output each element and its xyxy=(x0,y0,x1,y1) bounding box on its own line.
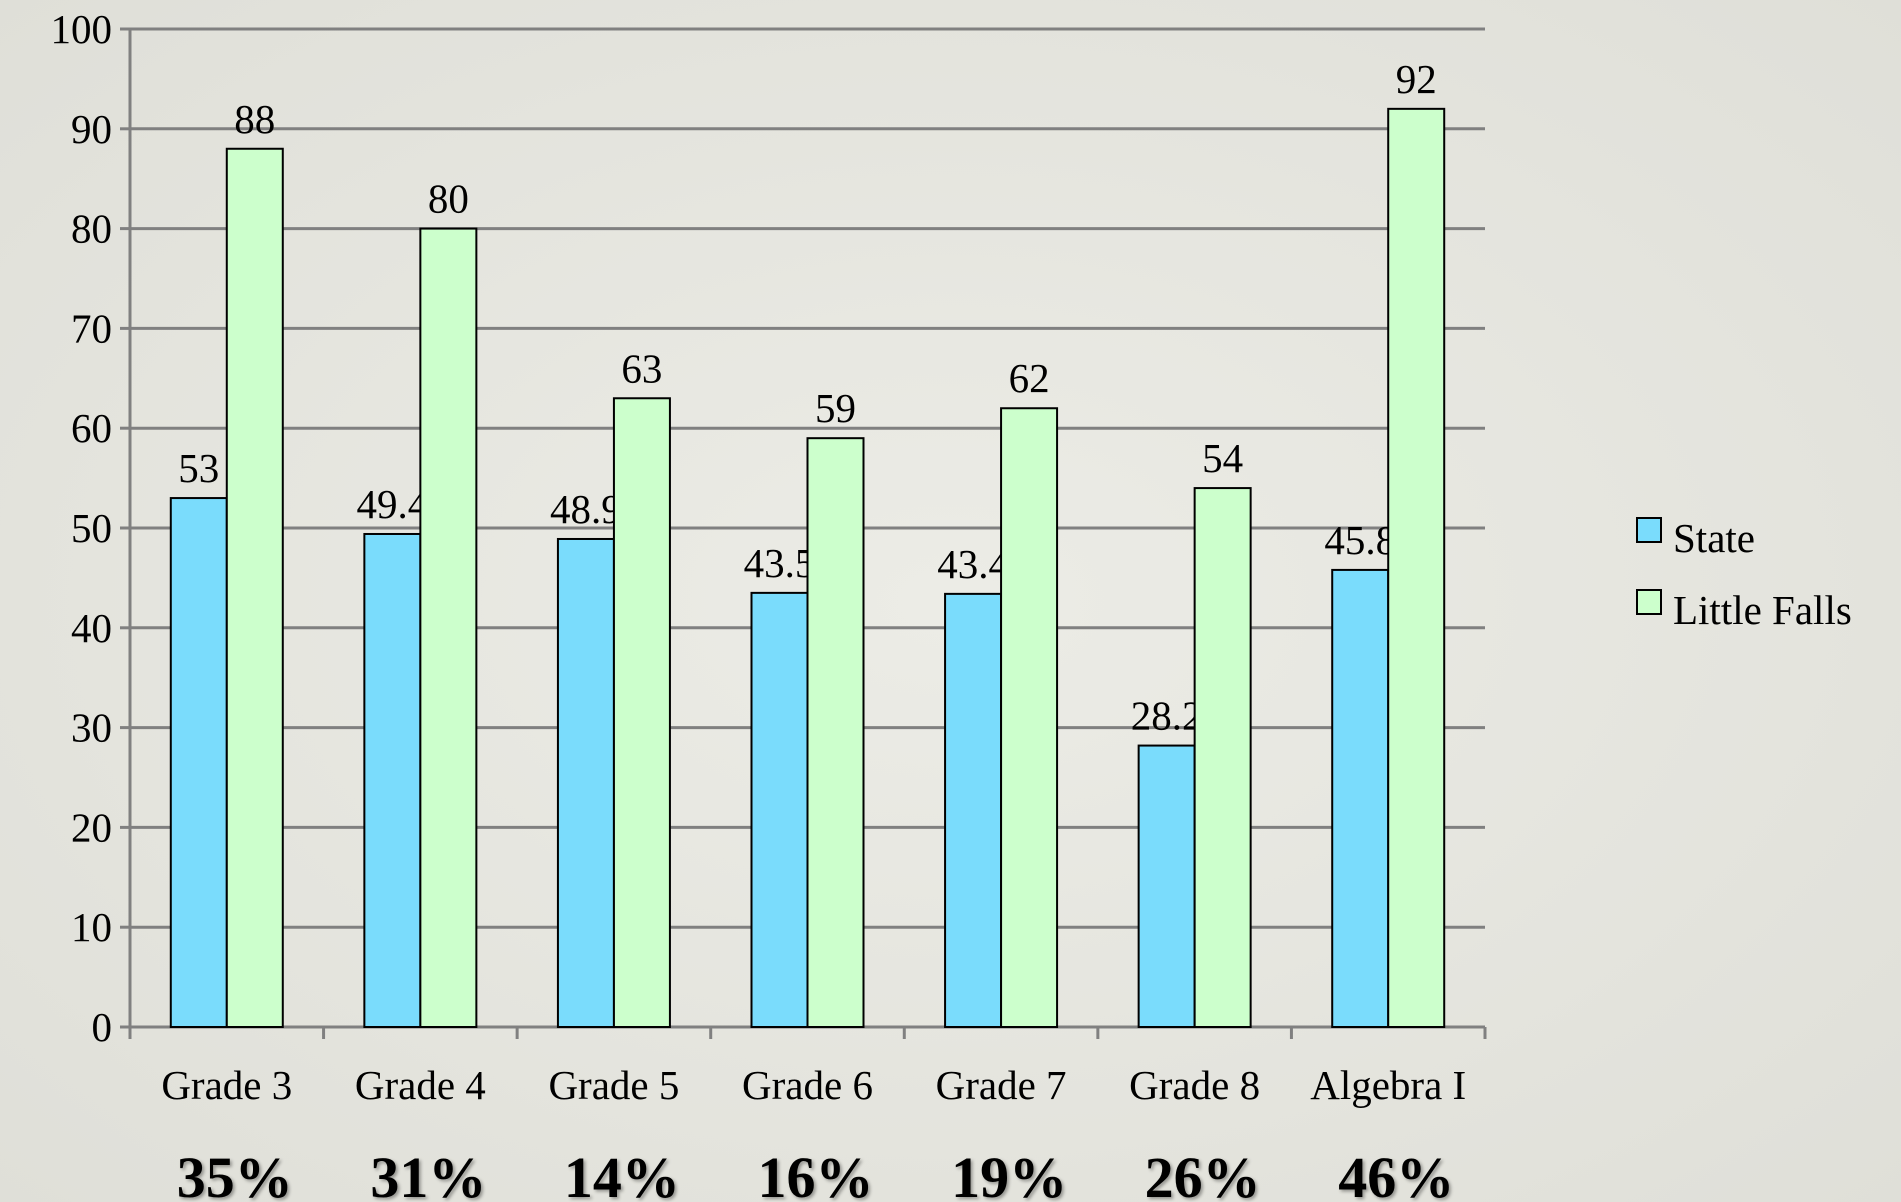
data-label: 43.4 xyxy=(937,541,1009,587)
x-tick-label: Grade 3 xyxy=(161,1062,292,1108)
bar xyxy=(750,591,809,1028)
data-label: 43.5 xyxy=(744,540,816,586)
bar xyxy=(169,497,228,1028)
data-label: 28.2 xyxy=(1131,693,1203,739)
data-label: 48.9 xyxy=(550,486,622,532)
bar xyxy=(612,397,671,1028)
x-tick-label: Grade 4 xyxy=(355,1062,486,1108)
y-tick-label: 20 xyxy=(71,804,112,850)
annotation: 35% xyxy=(177,1145,293,1202)
data-label: 59 xyxy=(815,385,856,431)
legend-swatch xyxy=(1636,589,1662,615)
bar xyxy=(1000,407,1059,1028)
data-label: 53 xyxy=(178,445,219,491)
data-label: 63 xyxy=(621,345,662,391)
data-label: 92 xyxy=(1396,56,1437,102)
data-label: 62 xyxy=(1009,355,1050,401)
y-tick-label: 60 xyxy=(71,405,112,451)
annotation: 19% xyxy=(951,1145,1067,1202)
bar xyxy=(1331,568,1390,1029)
y-tick-label: 90 xyxy=(71,106,112,152)
y-tick-label: 30 xyxy=(71,705,112,751)
bar xyxy=(1387,107,1446,1028)
legend-label: Little Falls xyxy=(1673,587,1852,633)
x-tick-label: Grade 8 xyxy=(1129,1062,1260,1108)
bar xyxy=(944,592,1003,1028)
data-label: 54 xyxy=(1202,435,1243,481)
data-label: 80 xyxy=(428,176,469,222)
y-tick-label: 10 xyxy=(71,904,112,950)
bar xyxy=(1137,744,1196,1029)
bar xyxy=(556,537,615,1029)
bar xyxy=(806,437,865,1028)
annotation: 31% xyxy=(370,1145,486,1202)
x-tick-label: Grade 5 xyxy=(548,1062,679,1108)
x-tick-label: Algebra I xyxy=(1310,1062,1466,1108)
annotation: 14% xyxy=(564,1145,680,1202)
annotation: 16% xyxy=(758,1145,874,1202)
x-tick-label: Grade 6 xyxy=(742,1062,873,1108)
bar xyxy=(363,532,422,1028)
data-label: 88 xyxy=(234,96,275,142)
y-tick-label: 70 xyxy=(71,305,112,351)
y-tick-label: 40 xyxy=(71,605,112,651)
data-label: 45.8 xyxy=(1324,517,1396,563)
legend-swatch xyxy=(1636,517,1662,543)
bar xyxy=(419,227,478,1029)
y-tick-label: 80 xyxy=(71,206,112,252)
y-tick-label: 0 xyxy=(92,1004,113,1050)
bar xyxy=(225,147,284,1028)
y-tick-label: 50 xyxy=(71,505,112,551)
x-tick-label: Grade 7 xyxy=(936,1062,1067,1108)
legend-label: State xyxy=(1673,515,1755,561)
annotation: 46% xyxy=(1338,1145,1454,1202)
y-tick-label: 100 xyxy=(51,6,113,52)
bar xyxy=(1193,487,1252,1028)
annotation: 26% xyxy=(1145,1145,1261,1202)
data-label: 49.4 xyxy=(356,481,428,527)
